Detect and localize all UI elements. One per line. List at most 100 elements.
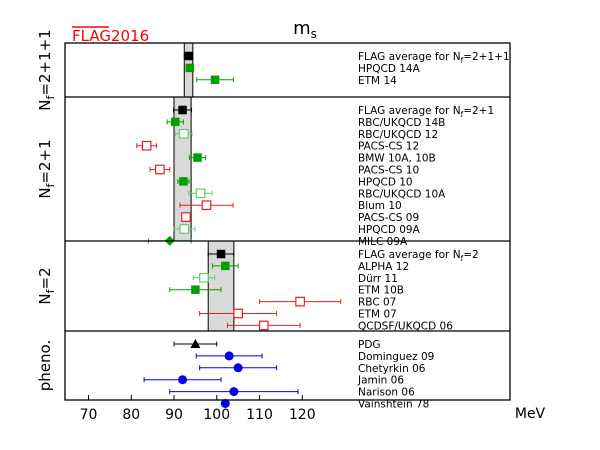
data-point: PDG	[173, 339, 381, 351]
x-tick-label: 120	[289, 407, 316, 423]
data-point: Narison 06	[169, 387, 415, 399]
point-label: FLAG average for Nf=2+1+1	[358, 51, 510, 65]
marker-open-square	[258, 320, 269, 331]
data-point: ALPHA 12	[211, 261, 409, 273]
data-point: HPQCD 09A	[173, 224, 421, 236]
x-tick-label: 80	[122, 407, 140, 423]
data-point: HPQCD 10	[177, 176, 413, 188]
x-axis-label: MeV	[515, 406, 546, 422]
chart-title: ms	[293, 18, 317, 41]
point-label: ETM 07	[358, 309, 397, 321]
data-point: RBC/UKQCD 10A	[188, 188, 446, 200]
marker-open-square	[155, 164, 165, 175]
data-point: FLAG average for Nf=2+1+1	[183, 51, 510, 65]
point-label: QCDSF/UKQCD 06	[358, 320, 453, 332]
data-point: FLAG average for Nf=2	[207, 249, 479, 263]
point-label: RBC 07	[358, 297, 396, 309]
point-label: Narison 06	[358, 387, 415, 399]
data-point: PACS-CS 09	[181, 212, 419, 224]
marker-open-square	[141, 140, 152, 151]
marker-filled-square	[193, 153, 202, 162]
point-label: PACS-CS 12	[358, 141, 419, 153]
point-label: ALPHA 12	[358, 261, 409, 273]
marker-circle	[178, 375, 188, 385]
flag-watermark: FLAG2016	[72, 27, 149, 45]
marker-circle	[224, 351, 234, 361]
point-label: HPQCD 14A	[358, 63, 421, 75]
point-label: ETM 14	[358, 75, 397, 87]
data-point: Blum 10	[179, 200, 402, 212]
point-label: RBC/UKQCD 12	[358, 129, 438, 141]
x-tick-label: 100	[203, 407, 230, 423]
x-tick-label: 90	[165, 407, 183, 423]
marker-filled-square	[179, 177, 188, 186]
data-point: Jamin 06	[143, 375, 404, 387]
marker-filled-square	[216, 249, 226, 259]
marker-filled-square	[185, 63, 195, 73]
data-point: RBC 07	[259, 296, 396, 309]
point-label: Blum 10	[358, 200, 402, 212]
data-point: PACS-CS 12	[136, 140, 419, 153]
data-point: Chetyrkin 06	[199, 363, 426, 375]
marker-open-square	[295, 296, 305, 307]
point-label: Dürr 11	[358, 273, 398, 285]
data-point: ETM 07	[199, 308, 397, 321]
marker-open-square	[201, 200, 212, 211]
point-label: HPQCD 10	[358, 176, 413, 188]
marker-filled-square	[221, 261, 230, 271]
panel-label: Nf=2+1+1	[36, 29, 57, 110]
data-point: QCDSF/UKQCD 06	[226, 320, 453, 332]
panel-label: pheno.	[36, 340, 54, 391]
data-point: ETM 10B	[169, 285, 404, 297]
data-point: ETM 14	[196, 75, 397, 87]
point-label: Jamin 06	[357, 375, 404, 387]
data-point: HPQCD 14A	[185, 63, 421, 75]
point-label: HPQCD 09A	[358, 224, 421, 236]
point-label: FLAG average for Nf=2	[358, 249, 479, 263]
marker-open-square	[233, 308, 243, 319]
point-label: BMW 10A, 10B	[358, 153, 436, 165]
data-point: BMW 10A, 10B	[188, 153, 436, 165]
marker-open-square	[199, 272, 209, 283]
plot-frame	[64, 42, 511, 401]
data-point: FLAG average for Nf=2+1	[173, 105, 494, 119]
marker-filled-square	[210, 75, 220, 85]
panel-label: Nf=2+1	[36, 139, 57, 198]
data-point: RBC/UKQCD 14B	[166, 117, 445, 129]
marker-filled-square	[184, 51, 193, 61]
point-label: Dominguez 09	[358, 351, 434, 363]
marker-triangle	[190, 339, 201, 348]
marker-open-square	[178, 128, 189, 139]
data-point: Vainshtein 78	[220, 399, 429, 411]
point-label: PACS-CS 10	[358, 165, 419, 177]
marker-filled-square	[178, 105, 187, 115]
point-label: PDG	[358, 339, 381, 351]
data-point: RBC/UKQCD 12	[175, 128, 438, 141]
marker-filled-square	[191, 285, 200, 294]
point-label: PACS-CS 09	[358, 212, 419, 224]
marker-open-square	[181, 212, 191, 222]
marker-circle	[233, 363, 243, 373]
data-point: Dominguez 09	[195, 351, 434, 363]
marker-circle	[229, 387, 239, 397]
point-label: FLAG average for Nf=2+1	[358, 105, 494, 119]
point-label: RBC/UKQCD 10A	[358, 188, 446, 200]
data-point: Dürr 11	[192, 272, 398, 285]
marker-open-square	[195, 188, 206, 199]
marker-filled-square	[171, 117, 180, 127]
panel-label: Nf=2	[36, 267, 57, 304]
point-label: RBC/UKQCD 14B	[358, 117, 445, 129]
x-tick-label: 110	[246, 407, 273, 423]
point-label: MILC 09A	[358, 236, 408, 248]
point-label: ETM 10B	[358, 285, 404, 297]
point-label: Vainshtein 78	[358, 399, 429, 411]
x-axis: 70 80 90 100 110 120	[80, 395, 316, 423]
data-point: PACS-CS 10	[149, 164, 419, 177]
x-tick-label: 70	[80, 407, 98, 423]
marker-open-square	[179, 224, 190, 234]
